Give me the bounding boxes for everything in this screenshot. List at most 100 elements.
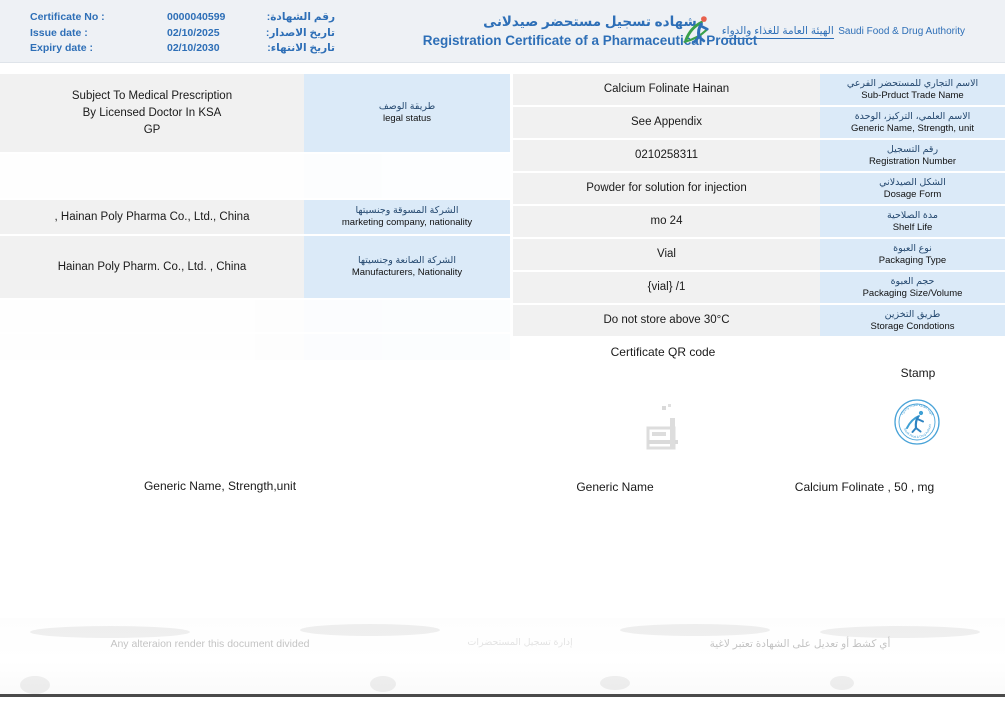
table-row — [0, 300, 510, 332]
packaging-size-label: حجم العبوة Packaging Size/Volume — [820, 272, 1005, 303]
marketing-company-label-en: marketing company, nationality — [341, 217, 473, 228]
certificate-meta-block: Certificate No : 0000040599 رقم الشهادة:… — [0, 10, 345, 57]
certificate-no-label-ar: رقم الشهادة: — [266, 11, 335, 23]
sub-product-trade-name-label: الاسم التجاري للمستحضر الفرعي Sub-Prduct… — [820, 74, 1005, 105]
table-row — [0, 154, 510, 198]
certificate-no-label-en: Certificate No : — [30, 11, 105, 23]
generic-name-strength-unit-label: Generic Name, Strength,unit — [143, 479, 297, 493]
marketing-company-label: الشركة المسوقة وجنسيتها marketing compan… — [304, 200, 510, 234]
manufacturer-label-en: Manufacturers, Nationality — [351, 267, 463, 278]
legal-status-label: طريقة الوصف legal status — [304, 74, 510, 152]
sub-product-trade-name-value: Calcium Folinate Hainan — [513, 74, 820, 105]
dosage-form-label: الشكل الصيدلاني Dosage Form — [820, 173, 1005, 204]
manufacturer-value: Hainan Poly Pharm. Co., Ltd. , China — [0, 236, 304, 298]
marketing-company-label-ar: الشركة المسوقة وجنسيتها — [355, 205, 459, 216]
qr-code-icon — [618, 378, 714, 468]
sub-product-trade-name-label-en: Sub-Prduct Trade Name — [861, 89, 964, 101]
dosage-form-label-en: Dosage Form — [883, 188, 942, 200]
footer-smudge — [300, 624, 440, 636]
footer-smudge — [820, 626, 980, 638]
table-row: Subject To Medical Prescription By Licen… — [0, 74, 510, 152]
table-row: {vial} /1 حجم العبوة Packaging Size/Volu… — [513, 272, 1005, 303]
generic-name-strength-label: الاسم العلمي، التركيز، الوحدة Generic Na… — [820, 107, 1005, 138]
manufacturer-label-ar: الشركة الصانعة وجنسيتها — [358, 255, 456, 266]
sfda-logo-text: الهيئة العامة للغذاء والدواء Saudi Food … — [721, 23, 965, 39]
shelf-life-label-en: Shelf Life — [892, 221, 933, 233]
legal-status-line3: GP — [143, 123, 161, 136]
page-title-english: Registration Certificate of a Pharmaceut… — [422, 33, 758, 48]
table-row: Vial نوع العبوة Packaging Type — [513, 239, 1005, 270]
footer-notice-english: Any alteraion render this document divid… — [110, 638, 310, 650]
table-row: Powder for solution for injection الشكل … — [513, 173, 1005, 204]
sfda-name-english: Saudi Food & Drug Authority — [838, 25, 965, 37]
blank-row-label — [304, 334, 510, 360]
shelf-life-value: mo 24 — [513, 206, 820, 237]
legal-status-value: Subject To Medical Prescription By Licen… — [0, 74, 304, 152]
storage-conditions-label: طريق التخزين Storage Condotions — [820, 305, 1005, 336]
stamp-title: Stamp — [900, 366, 936, 380]
certificate-no-row: Certificate No : 0000040599 رقم الشهادة: — [0, 10, 345, 26]
footer-smudge — [370, 676, 396, 692]
table-row — [0, 334, 510, 360]
expiry-date-label-ar: تاريخ الانتهاء: — [267, 42, 335, 54]
generic-name-strength-label-en: Generic Name, Strength, unit — [850, 122, 975, 134]
footer-smudge — [830, 676, 854, 690]
marketing-company-value: , Hainan Poly Pharma Co., Ltd., China — [0, 200, 304, 234]
registration-number-value: 0210258311 — [513, 140, 820, 171]
packaging-type-label-en: Packaging Type — [878, 254, 947, 266]
blank-row-label — [304, 300, 510, 332]
table-row: , Hainan Poly Pharma Co., Ltd., China ال… — [0, 200, 510, 234]
registration-number-label-ar: رقم التسجيل — [886, 143, 939, 155]
table-row: Calcium Folinate Hainan الاسم التجاري لل… — [513, 74, 1005, 105]
table-row: mo 24 مدة الصلاحية Shelf Life — [513, 206, 1005, 237]
legal-status-label-ar: طريقة الوصف — [378, 101, 436, 112]
generic-name-strength-value: See Appendix — [513, 107, 820, 138]
certificate-footer — [0, 618, 1005, 696]
left-details-table: Subject To Medical Prescription By Licen… — [0, 74, 510, 362]
manufacturer-label: الشركة الصانعة وجنسيتها Manufacturers, N… — [304, 236, 510, 298]
certificate-header: Certificate No : 0000040599 رقم الشهادة:… — [0, 0, 1005, 63]
generic-name-strength-label-ar: الاسم العلمي، التركيز، الوحدة — [854, 110, 971, 122]
issue-date-label-ar: تاريخ الاصدار: — [265, 26, 335, 39]
official-stamp-icon: الهيئة العامة للغذاء والدواء Saudi Food … — [892, 395, 941, 446]
dosage-form-label-ar: الشكل الصيدلاني — [879, 176, 946, 188]
blank-row-value — [0, 300, 304, 332]
packaging-size-label-ar: حجم العبوة — [890, 275, 935, 287]
sub-product-trade-name-label-ar: الاسم التجاري للمستحضر الفرعي — [846, 77, 979, 89]
storage-conditions-label-en: Storage Condotions — [870, 320, 955, 332]
generic-name-value: Calcium Folinate , 50 , mg — [794, 480, 935, 494]
storage-conditions-label-ar: طريق التخزين — [884, 308, 941, 320]
page-title-arabic: شهاده تسجيل مستحضر صيدلانى — [483, 14, 697, 29]
packaging-size-label-en: Packaging Size/Volume — [862, 287, 963, 299]
legal-status-line2: By Licensed Doctor In KSA — [82, 106, 222, 119]
expiry-date-row: Expiry date : 02/10/2030 تاريخ الانتهاء: — [0, 41, 345, 57]
blank-row-value — [0, 334, 304, 360]
footer-notice-arabic: أي كشط أو تعديل على الشهادة تعتبر لاغية — [709, 638, 891, 650]
issue-date-value: 02/10/2025 — [167, 26, 220, 39]
blank-row-label — [304, 154, 510, 198]
svg-text:الهيئة العامة للغذاء والدواء: الهيئة العامة للغذاء والدواء — [900, 403, 935, 416]
packaging-type-label: نوع العبوة Packaging Type — [820, 239, 1005, 270]
generic-name-column-header: Generic Name — [576, 480, 654, 494]
sfda-name-arabic: الهيئة العامة للغذاء والدواء — [721, 24, 834, 39]
table-row: Do not store above 30°C طريق التخزين Sto… — [513, 305, 1005, 336]
expiry-date-label-en: Expiry date : — [30, 42, 94, 54]
footer-divider — [0, 694, 1005, 697]
shelf-life-label-ar: مدة الصلاحية — [887, 209, 938, 221]
storage-conditions-value: Do not store above 30°C — [513, 305, 820, 336]
footer-smudge — [620, 624, 770, 636]
legal-status-label-en: legal status — [382, 113, 432, 124]
packaging-type-label-ar: نوع العبوة — [893, 242, 932, 254]
shelf-life-label: مدة الصلاحية Shelf Life — [820, 206, 1005, 237]
registration-number-label-en: Registration Number — [868, 155, 957, 167]
table-row: See Appendix الاسم العلمي، التركيز، الوح… — [513, 107, 1005, 138]
table-row: 0210258311 رقم التسجيل Registration Numb… — [513, 140, 1005, 171]
legal-status-line1: Subject To Medical Prescription — [71, 89, 233, 102]
table-row: Hainan Poly Pharm. Co., Ltd. , China الش… — [0, 236, 510, 298]
footer-smudge — [600, 676, 630, 690]
dosage-form-value: Powder for solution for injection — [513, 173, 820, 204]
page-title: شهاده تسجيل مستحضر صيدلانى Registration … — [380, 12, 800, 50]
footer-smudge — [30, 626, 190, 638]
packaging-size-value: {vial} /1 — [513, 272, 820, 303]
sfda-logo: الهيئة العامة للغذاء والدواء Saudi Food … — [681, 14, 965, 46]
